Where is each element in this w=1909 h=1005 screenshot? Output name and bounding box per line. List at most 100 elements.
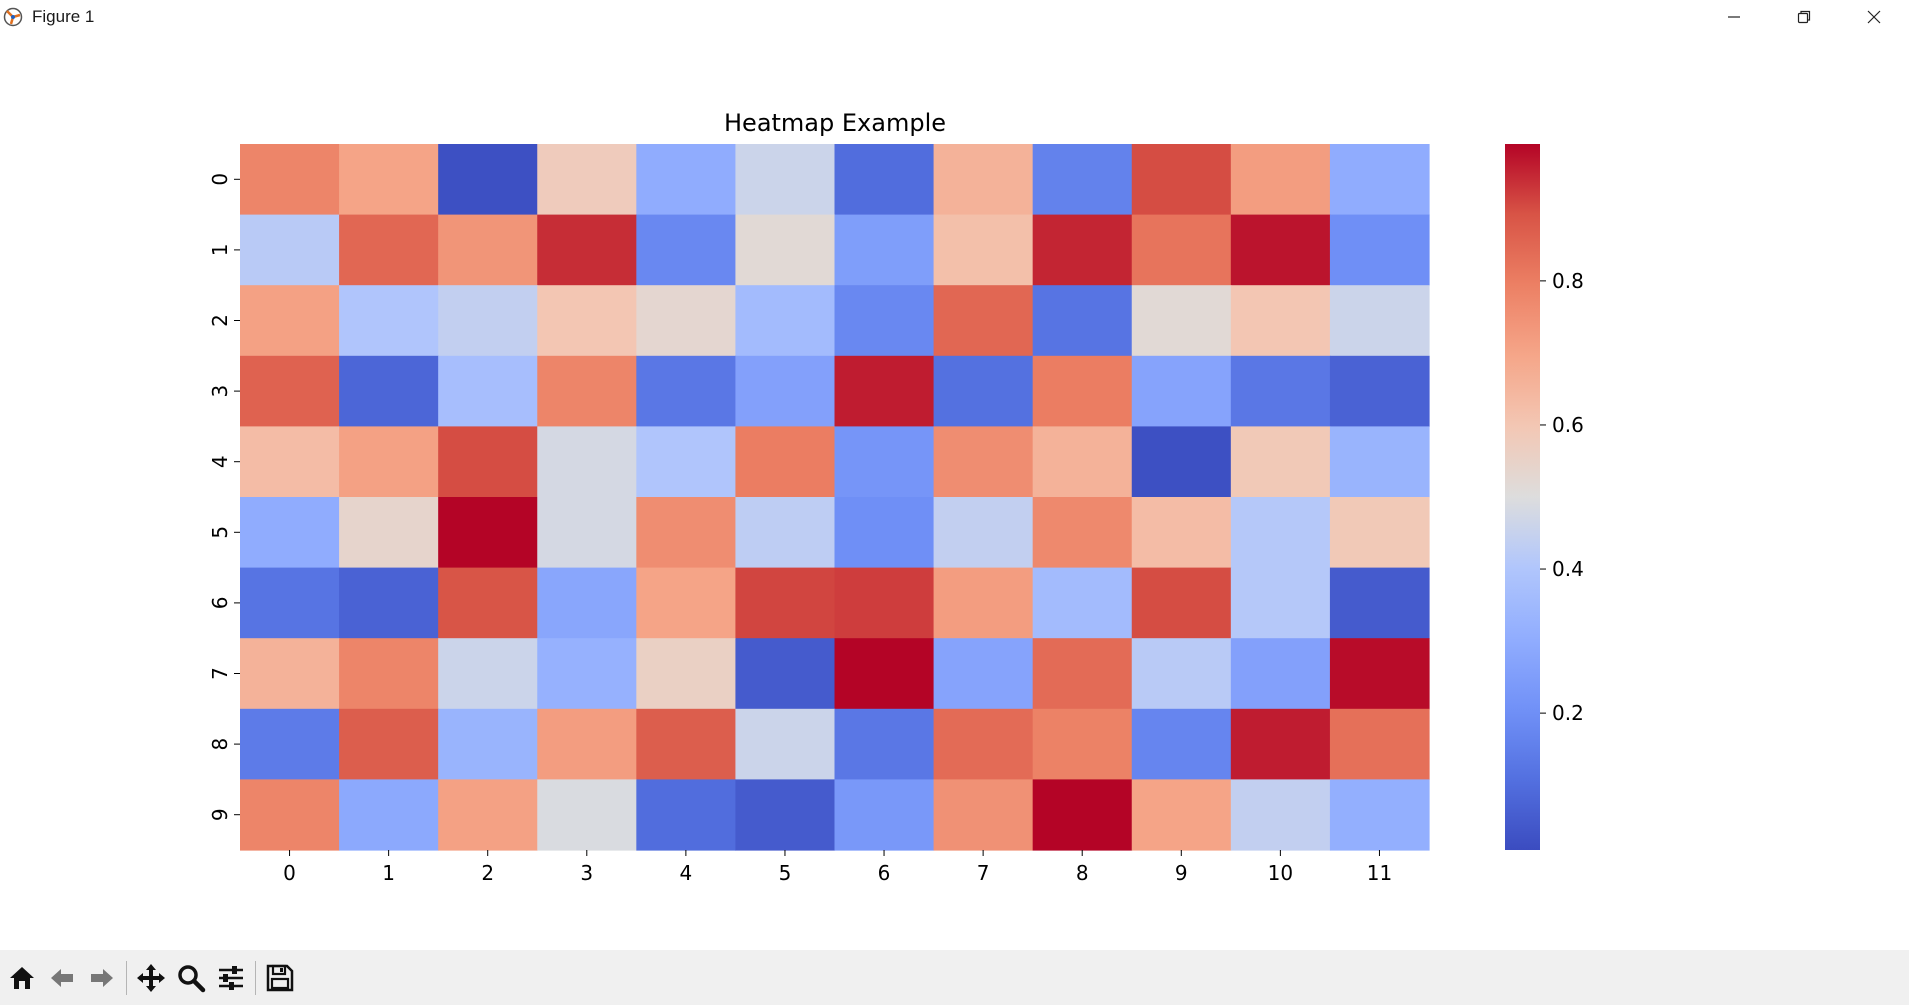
configure-subplots-button[interactable] — [211, 956, 251, 1000]
restore-button[interactable] — [1769, 0, 1839, 34]
heatmap-cell — [834, 708, 935, 780]
heatmap-cell — [1131, 638, 1232, 710]
figure-canvas[interactable]: Heatmap Example 0 1 2 3 4 5 6 7 8 9 10 11 0 1 2 3 4 5 6 7 8… — [0, 34, 1909, 950]
heatmap-cell — [636, 214, 737, 286]
heatmap-cell — [1230, 497, 1331, 569]
heatmap-cell — [1032, 497, 1133, 569]
heatmap-cell — [1230, 708, 1331, 780]
matplotlib-app-icon — [2, 6, 24, 28]
heatmap-cell — [1329, 567, 1430, 639]
heatmap-cell — [834, 638, 935, 710]
heatmap-cell — [735, 638, 836, 710]
heatmap-cell — [339, 497, 439, 569]
colorbar-tick-label: 0.2 — [1552, 701, 1584, 725]
window-title: Figure 1 — [32, 7, 95, 26]
heatmap-cell — [636, 285, 737, 357]
heatmap-cell — [537, 144, 637, 216]
heatmap-cell — [537, 214, 637, 286]
heatmap-cell — [1230, 285, 1331, 357]
heatmap-cell — [1329, 144, 1430, 216]
heatmap-cell — [240, 214, 340, 286]
heatmap-cell — [438, 144, 538, 216]
heatmap-cell — [1032, 285, 1133, 357]
zoom-magnifier-icon — [178, 964, 206, 992]
y-tick-label: 3 — [208, 385, 232, 398]
heatmap-cell — [1131, 497, 1232, 569]
save-floppy-icon — [266, 964, 294, 991]
y-tick-label: 5 — [208, 526, 232, 539]
zoom-button[interactable] — [171, 956, 211, 1000]
heatmap-cell — [537, 638, 637, 710]
save-button[interactable] — [260, 956, 300, 1000]
back-button[interactable] — [42, 956, 82, 1000]
heatmap-cell — [240, 144, 340, 216]
heatmap-cell — [834, 355, 935, 427]
heatmap-cell — [1329, 285, 1430, 357]
toolbar-separator — [126, 960, 127, 995]
heatmap-cell — [735, 285, 836, 357]
colorbar-tick-label: 0.4 — [1552, 557, 1584, 581]
heatmap-cell — [834, 144, 935, 216]
heatmap-cell — [1329, 214, 1430, 286]
heatmap-cell — [438, 214, 538, 286]
window-controls — [1699, 0, 1909, 34]
heatmap-cell — [537, 285, 637, 357]
heatmap-cell — [1131, 426, 1232, 498]
y-axis: 0 1 2 3 4 5 6 7 8 9 — [208, 173, 240, 821]
x-tick-label: 11 — [1367, 861, 1392, 885]
heatmap-cells — [240, 144, 1430, 851]
minimize-icon — [1728, 16, 1740, 18]
heatmap-cell — [1230, 567, 1331, 639]
heatmap-cell — [438, 355, 538, 427]
colorbar-axis: 0.2 0.4 0.6 0.8 — [1540, 269, 1584, 725]
navigation-toolbar — [0, 950, 1909, 1005]
y-tick-label: 6 — [208, 597, 232, 610]
home-button[interactable] — [2, 956, 42, 1000]
heatmap-cell — [933, 285, 1034, 357]
x-tick-label: 5 — [779, 861, 792, 885]
heatmap-cell — [1131, 567, 1232, 639]
heatmap-cell — [1230, 638, 1331, 710]
heatmap-cell — [240, 708, 340, 780]
heatmap-cell — [933, 567, 1034, 639]
y-tick-label: 2 — [208, 314, 232, 327]
heatmap-cell — [339, 638, 439, 710]
forward-button[interactable] — [82, 956, 122, 1000]
heatmap-cell — [933, 355, 1034, 427]
back-arrow-icon — [51, 968, 73, 987]
colorbar — [1505, 144, 1540, 850]
heatmap-cell — [1230, 144, 1331, 216]
heatmap-cell — [636, 638, 737, 710]
x-tick-label: 10 — [1268, 861, 1293, 885]
x-tick-label: 0 — [283, 861, 296, 885]
heatmap-cell — [1032, 214, 1133, 286]
heatmap-cell — [438, 285, 538, 357]
heatmap-cell — [735, 214, 836, 286]
y-tick-label: 8 — [208, 738, 232, 751]
pan-button[interactable] — [131, 956, 171, 1000]
heatmap-cell — [1230, 426, 1331, 498]
heatmap-cell — [1329, 779, 1430, 851]
heatmap-cell — [1131, 355, 1232, 427]
heatmap-cell — [1131, 214, 1232, 286]
heatmap-cell — [240, 285, 340, 357]
close-icon — [1867, 10, 1881, 24]
heatmap-cell — [537, 355, 637, 427]
heatmap-cell — [834, 779, 935, 851]
heatmap-cell — [438, 567, 538, 639]
heatmap-cell — [240, 497, 340, 569]
heatmap-cell — [1131, 144, 1232, 216]
heatmap-cell — [933, 214, 1034, 286]
configure-subplots-icon — [219, 965, 243, 990]
heatmap-cell — [1230, 214, 1331, 286]
x-tick-label: 1 — [382, 861, 395, 885]
minimize-button[interactable] — [1699, 0, 1769, 34]
heatmap-cell — [1131, 708, 1232, 780]
chart-title: Heatmap Example — [724, 109, 946, 137]
heatmap-cell — [636, 355, 737, 427]
close-button[interactable] — [1839, 0, 1909, 34]
x-tick-label: 8 — [1076, 861, 1089, 885]
heatmap-cell — [1131, 285, 1232, 357]
heatmap-cell — [1032, 779, 1133, 851]
heatmap-cell — [735, 426, 836, 498]
